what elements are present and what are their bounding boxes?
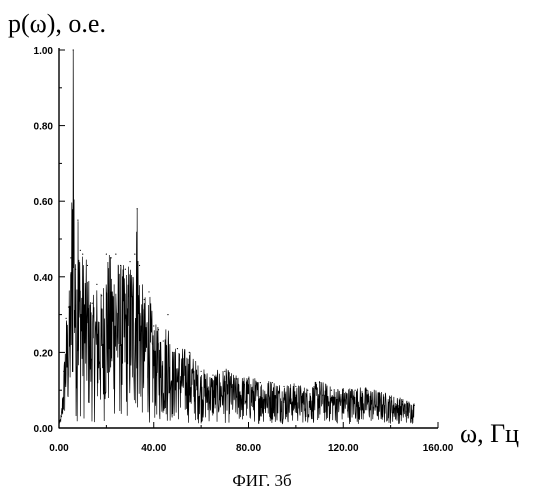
data-point xyxy=(167,314,169,316)
data-point xyxy=(136,208,138,210)
data-point xyxy=(96,283,98,285)
data-point xyxy=(157,329,160,331)
data-point xyxy=(172,351,174,353)
data-point xyxy=(271,382,273,384)
axes xyxy=(58,48,439,429)
data-point xyxy=(124,268,126,270)
data-point xyxy=(134,253,136,255)
data-point xyxy=(236,378,238,380)
data-point xyxy=(58,427,60,429)
data-point xyxy=(91,302,93,304)
data-point xyxy=(65,317,67,319)
data-point xyxy=(148,291,150,293)
data-point xyxy=(77,219,79,221)
data-point xyxy=(212,374,214,376)
y-tick-label: 0.40 xyxy=(34,273,54,284)
x-tick-label: 80.00 xyxy=(236,443,261,454)
data-point xyxy=(330,389,333,391)
data-point xyxy=(162,340,164,342)
data-point xyxy=(307,389,309,391)
data-point xyxy=(413,404,415,406)
series-line xyxy=(58,49,415,425)
x-axis-title: ω, Гц xyxy=(460,419,519,448)
data-point xyxy=(67,306,70,308)
data-point xyxy=(105,253,107,255)
labels: 0.00 0.20 0.40 0.60 0.80 1.00 0.00 40.00 80.00 12… xyxy=(8,9,519,490)
data-point xyxy=(342,389,344,391)
data-point xyxy=(101,295,103,297)
data-point xyxy=(63,370,65,372)
data-point xyxy=(143,298,145,301)
data-point xyxy=(72,49,74,51)
data-point xyxy=(354,389,356,391)
data-point xyxy=(79,249,81,251)
data-point xyxy=(366,389,368,391)
y-tick-label: 0.20 xyxy=(34,348,54,359)
data-point xyxy=(60,416,62,418)
data-point xyxy=(74,268,77,270)
data-point xyxy=(119,264,122,267)
data-point xyxy=(224,370,226,372)
data-point xyxy=(259,382,261,384)
data-point xyxy=(295,385,297,388)
data-point xyxy=(86,264,89,267)
y-tick-label: 0.00 xyxy=(34,424,54,435)
data-point xyxy=(115,253,117,255)
data-point xyxy=(110,257,112,259)
data-point xyxy=(318,382,321,384)
y-tick-label: 0.80 xyxy=(34,122,54,133)
data-point xyxy=(138,264,141,267)
data-point xyxy=(176,348,179,350)
data-point xyxy=(200,370,202,372)
data-point xyxy=(283,385,285,388)
y-tick-label: 0.60 xyxy=(34,197,54,208)
data-point xyxy=(153,325,155,327)
series-layer xyxy=(58,49,415,429)
x-tick-label: 0.00 xyxy=(49,443,69,454)
data-point xyxy=(378,393,380,395)
x-tick-label: 160.00 xyxy=(423,443,454,454)
data-point xyxy=(401,400,404,403)
data-point xyxy=(247,378,250,380)
y-axis-title: p(ω), о.е. xyxy=(8,9,106,38)
figure-caption: ФИГ. 3б xyxy=(232,471,291,490)
data-point xyxy=(82,253,84,255)
x-tick-label: 120.00 xyxy=(328,443,359,454)
data-point xyxy=(129,261,131,263)
data-point xyxy=(70,257,72,259)
data-point xyxy=(188,351,190,353)
y-tick-label: 1.00 xyxy=(34,46,54,57)
x-tick-label: 40.00 xyxy=(141,443,166,454)
data-point xyxy=(390,397,392,399)
